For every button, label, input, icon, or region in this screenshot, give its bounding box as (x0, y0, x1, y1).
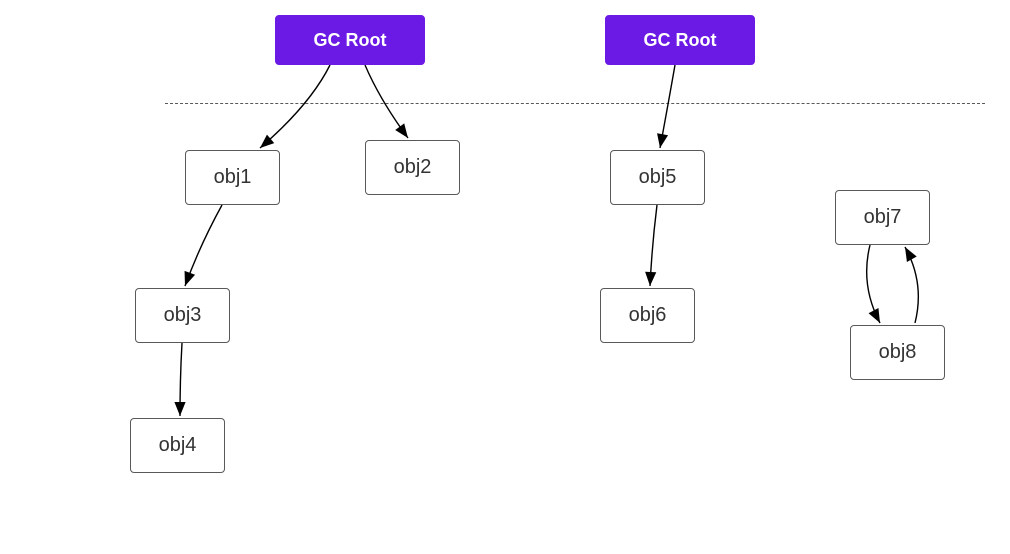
gc-root-node-root1: GC Root (275, 15, 425, 65)
object-node-obj4: obj4 (130, 418, 225, 473)
node-label: obj6 (629, 304, 667, 327)
node-label: obj7 (864, 206, 902, 229)
object-node-obj2: obj2 (365, 140, 460, 195)
node-label: GC Root (314, 30, 387, 51)
object-node-obj7: obj7 (835, 190, 930, 245)
node-label: obj1 (214, 166, 252, 189)
object-node-obj3: obj3 (135, 288, 230, 343)
node-label: GC Root (644, 30, 717, 51)
node-label: obj4 (159, 434, 197, 457)
object-node-obj5: obj5 (610, 150, 705, 205)
edge-obj8-to-obj7 (905, 247, 918, 323)
gc-root-node-root2: GC Root (605, 15, 755, 65)
edge-obj7-to-obj8 (867, 245, 880, 323)
edge-root1-to-obj2 (365, 65, 408, 138)
node-label: obj2 (394, 156, 432, 179)
edge-root2-to-obj5 (660, 65, 675, 148)
edge-obj1-to-obj3 (185, 205, 222, 286)
node-label: obj5 (639, 166, 677, 189)
node-label: obj3 (164, 304, 202, 327)
gc-divider (165, 103, 985, 104)
edge-obj3-to-obj4 (180, 343, 182, 416)
edge-root1-to-obj1 (260, 65, 330, 148)
node-label: obj8 (879, 341, 917, 364)
edge-obj5-to-obj6 (650, 205, 657, 286)
object-node-obj6: obj6 (600, 288, 695, 343)
object-node-obj8: obj8 (850, 325, 945, 380)
object-node-obj1: obj1 (185, 150, 280, 205)
